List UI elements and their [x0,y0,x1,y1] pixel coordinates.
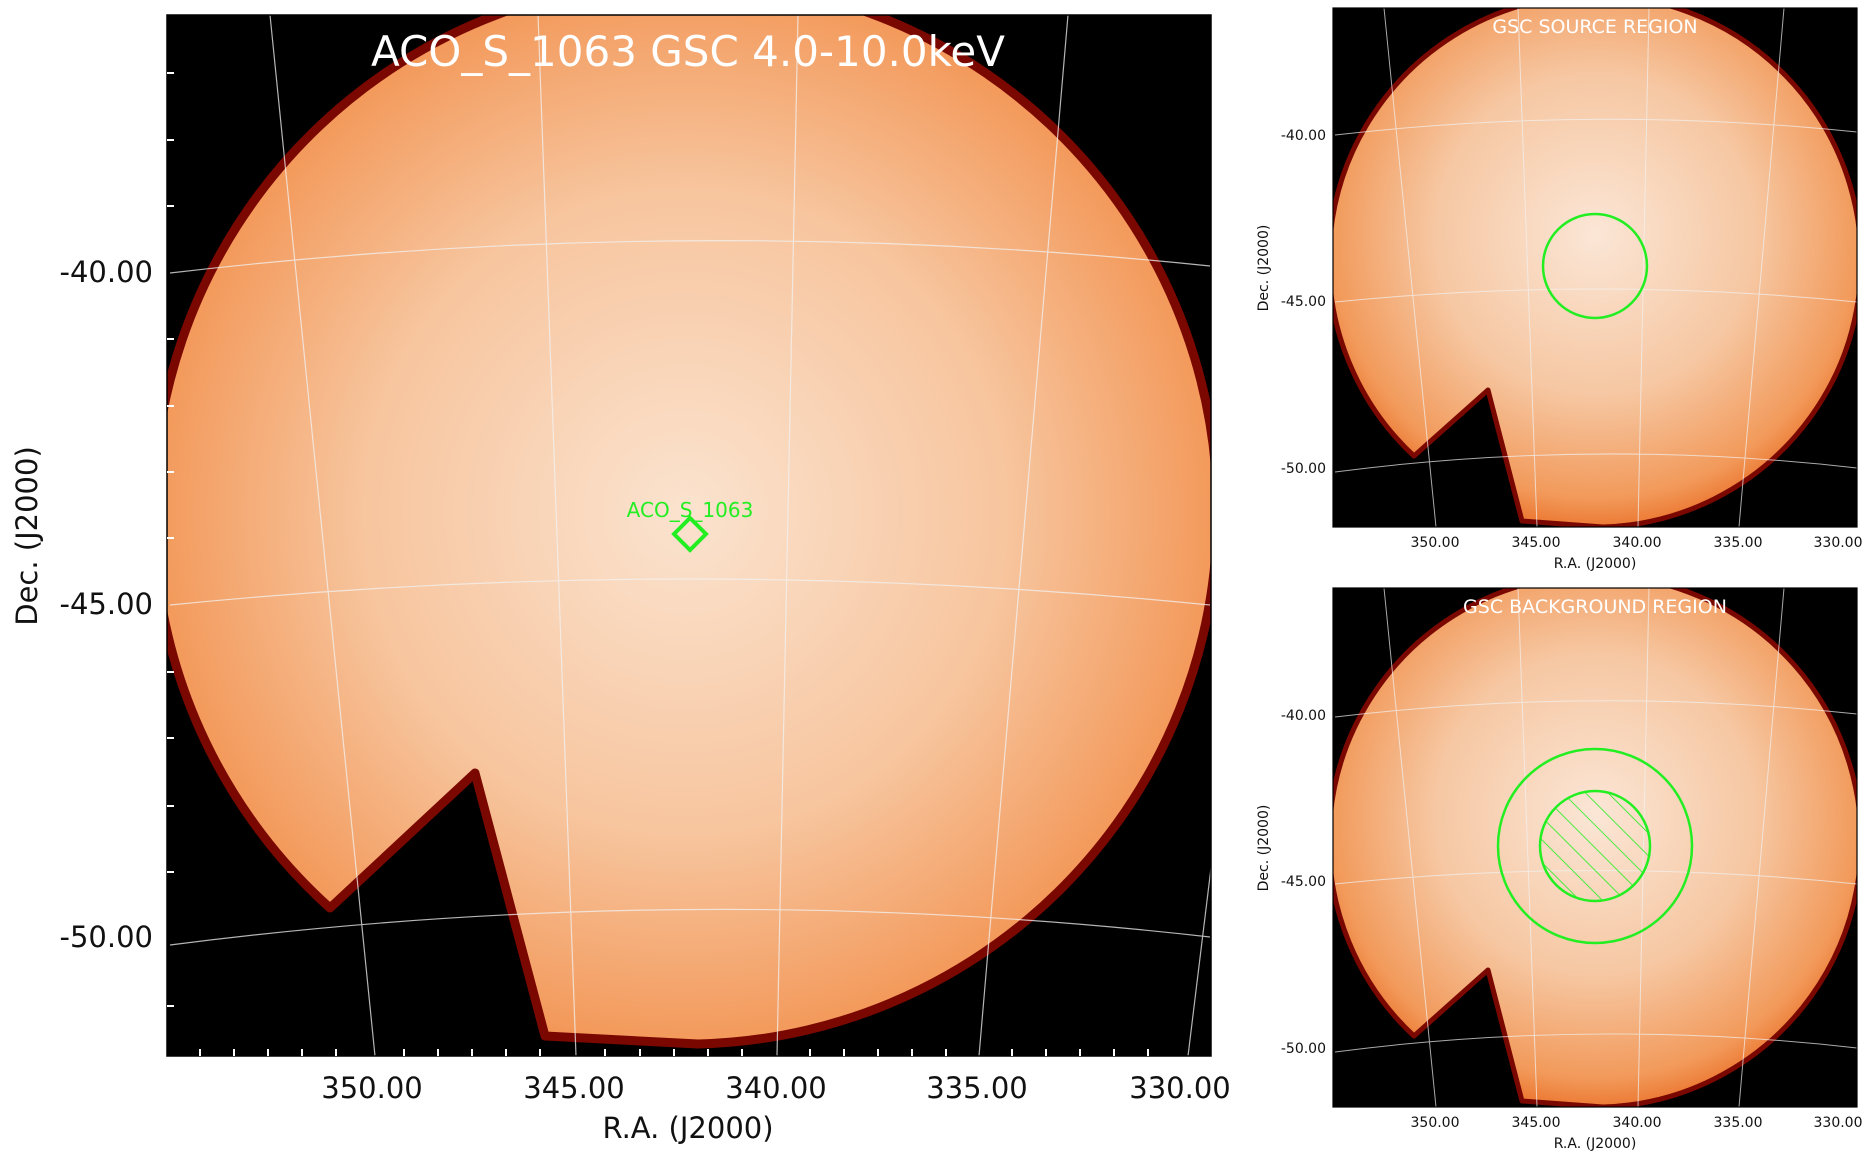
main-x-tick-labels: 350.00 345.00 340.00 335.00 330.00 [321,1071,1230,1105]
main-x-axis-label: R.A. (J2000) [602,1111,773,1145]
main-title: ACO_S_1063 GSC 4.0-10.0keV [371,27,1005,76]
main-frame [166,14,1212,1057]
main-y-tick-labels: -40.00 -45.00 -50.00 [60,255,154,954]
source-x-tick-label: 330.00 [1814,535,1863,551]
source-y-tick-label: -50.00 [1281,461,1326,477]
source-x-tick-label: 335.00 [1714,535,1763,551]
background-y-tick-label: -45.00 [1281,874,1326,890]
main-coordinate-grid [169,15,1211,1056]
background-x-tick-label: 350.00 [1411,1115,1460,1131]
source-region-circle [1541,212,1649,320]
main-x-tick-label: 345.00 [523,1071,624,1105]
source-x-axis-label: R.A. (J2000) [1554,556,1637,572]
main-y-tick-label: -40.00 [60,255,154,289]
source-x-tick-labels: 350.00 345.00 340.00 335.00 330.00 [1411,535,1863,551]
background-x-tick-label: 345.00 [1512,1115,1561,1131]
main-x-tick-label: 330.00 [1129,1071,1230,1105]
background-y-tick-labels: -40.00 -45.00 -50.00 [1281,708,1326,1057]
source-region-panel: GSC SOURCE REGION 350.00 345.00 340.00 3… [1256,7,1863,572]
background-frame [1332,587,1858,1108]
source-marker-label: ACO_S_1063 [627,498,754,522]
main-y-tick-label: -50.00 [60,920,154,954]
background-y-axis-label: Dec. (J2000) [1256,805,1272,892]
source-coordinate-grid [1334,8,1857,527]
background-x-tick-label: 340.00 [1613,1115,1662,1131]
source-diamond-marker [671,515,709,553]
background-y-tick-label: -40.00 [1281,708,1326,724]
main-x-tick-label: 350.00 [321,1071,422,1105]
main-panel: ACO_S_1063 GSC 4.0-10.0keV ACO_S_1063 35… [10,14,1231,1145]
background-region-panel: GSC BACKGROUND REGION 350.00 345.00 340.… [1256,587,1863,1152]
source-marker: ACO_S_1063 [627,498,754,553]
source-frame [1332,7,1858,528]
source-y-tick-label: -40.00 [1281,128,1326,144]
source-x-tick-label: 350.00 [1411,535,1460,551]
main-x-tick-label: 340.00 [725,1071,826,1105]
source-panel-title: GSC SOURCE REGION [1492,16,1697,38]
background-x-tick-labels: 350.00 345.00 340.00 335.00 330.00 [1411,1115,1863,1131]
background-panel-title: GSC BACKGROUND REGION [1463,596,1727,618]
background-x-tick-label: 335.00 [1714,1115,1763,1131]
background-annulus-outer-circle [1496,747,1694,945]
main-frame-ticks [167,72,1149,1056]
excluded-source-region [1538,789,1652,903]
background-y-tick-label: -50.00 [1281,1041,1326,1057]
source-detector-field [1333,8,1857,527]
background-x-axis-label: R.A. (J2000) [1554,1136,1637,1152]
source-y-tick-label: -45.00 [1281,294,1326,310]
source-x-tick-label: 345.00 [1512,535,1561,551]
main-x-tick-label: 335.00 [926,1071,1027,1105]
source-x-tick-label: 340.00 [1613,535,1662,551]
main-detector-field [167,15,1211,1049]
source-y-tick-labels: -40.00 -45.00 -50.00 [1281,128,1326,477]
main-y-axis-label: Dec. (J2000) [10,446,44,626]
background-x-tick-label: 330.00 [1814,1115,1863,1131]
main-y-tick-label: -45.00 [60,587,154,621]
source-y-axis-label: Dec. (J2000) [1256,225,1272,312]
